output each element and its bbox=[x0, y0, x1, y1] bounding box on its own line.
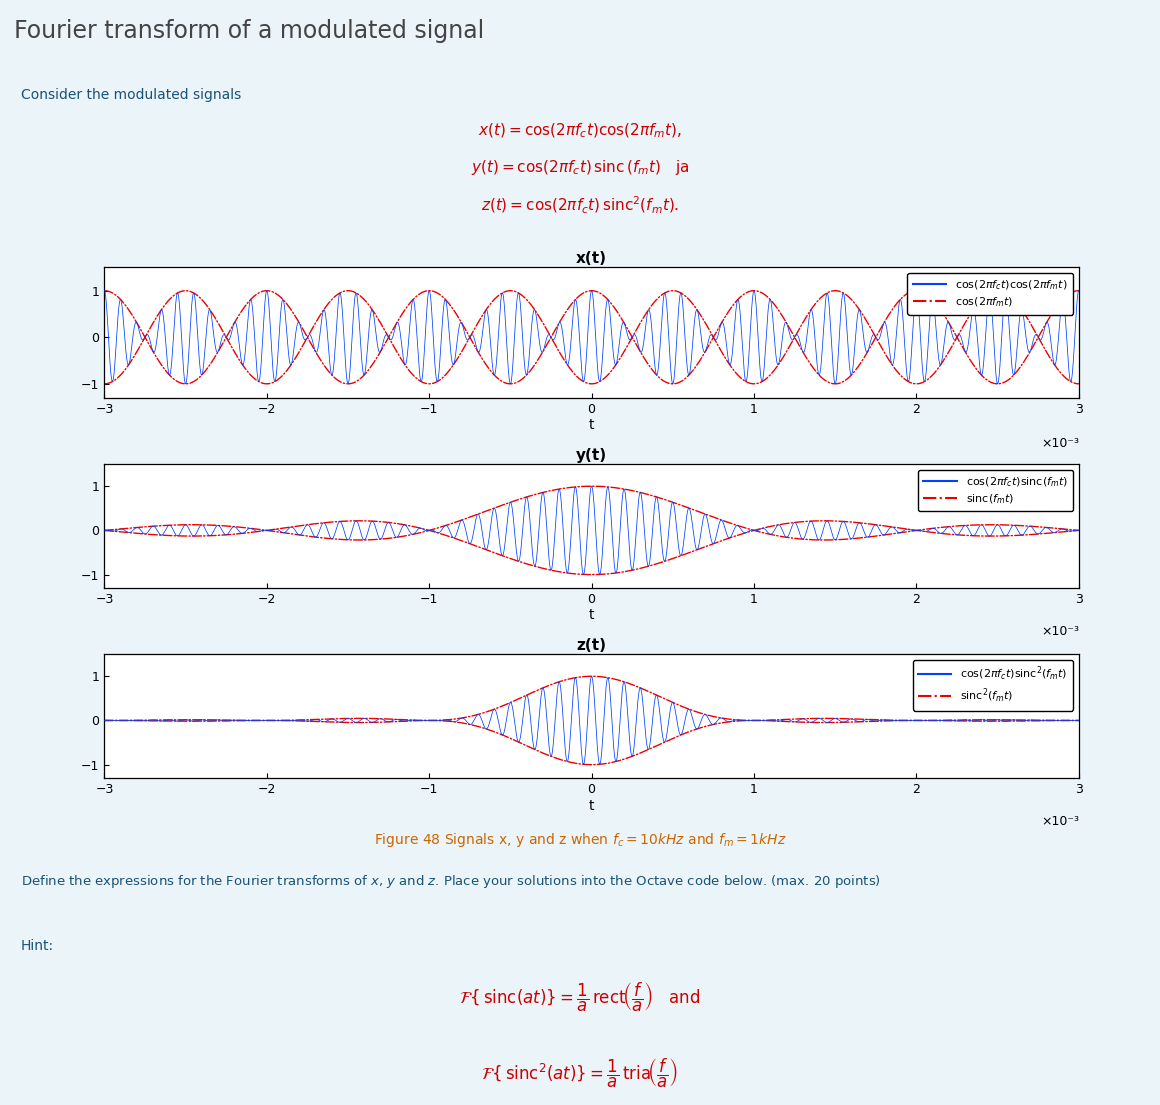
Text: $\mathcal{F}\left\{\,\mathrm{sinc}^2(at)\right\} = \dfrac{1}{a}\,\mathrm{tria}\!: $\mathcal{F}\left\{\,\mathrm{sinc}^2(at)… bbox=[481, 1056, 679, 1090]
Text: $\mathcal{F}\left\{\,\mathrm{sinc}(at)\right\} = \dfrac{1}{a}\,\mathrm{rect}\!\l: $\mathcal{F}\left\{\,\mathrm{sinc}(at)\r… bbox=[459, 981, 701, 1014]
Title: z(t): z(t) bbox=[577, 638, 607, 653]
Title: y(t): y(t) bbox=[577, 448, 607, 463]
X-axis label: t: t bbox=[589, 419, 594, 432]
Legend: $\cos(2\pi f_c t)\cos(2\pi f_m t)$, $\cos(2\pi f_m t)$: $\cos(2\pi f_c t)\cos(2\pi f_m t)$, $\co… bbox=[907, 273, 1073, 315]
Legend: $\cos(2\pi f_c t)\mathrm{sinc}(f_m t)$, $\mathrm{sinc}(f_m t)$: $\cos(2\pi f_c t)\mathrm{sinc}(f_m t)$, … bbox=[918, 470, 1073, 512]
Text: $z(t) = \cos(2\pi f_c t)\,\mathrm{sinc}^2(f_m t).$: $z(t) = \cos(2\pi f_c t)\,\mathrm{sinc}^… bbox=[481, 194, 679, 215]
Text: Hint:: Hint: bbox=[21, 939, 55, 954]
Text: $x(t) = \cos(2\pi f_c t)\cos(2\pi f_m t),$: $x(t) = \cos(2\pi f_c t)\cos(2\pi f_m t)… bbox=[478, 122, 682, 140]
Text: Define the expressions for the Fourier transforms of $x$, $y$ and $z$. Place you: Define the expressions for the Fourier t… bbox=[21, 873, 880, 890]
Text: ×10⁻³: ×10⁻³ bbox=[1041, 436, 1079, 450]
Text: Fourier transform of a modulated signal: Fourier transform of a modulated signal bbox=[14, 19, 484, 43]
Text: ×10⁻³: ×10⁻³ bbox=[1041, 625, 1079, 638]
Text: Figure 48 Signals x, y and z when $f_c = 10kHz$ and $f_m = 1kHz$: Figure 48 Signals x, y and z when $f_c =… bbox=[374, 831, 786, 849]
X-axis label: t: t bbox=[589, 799, 594, 812]
Legend: $\cos(2\pi f_c t)\mathrm{sinc}^2(f_m t)$, $\mathrm{sinc}^2(f_m t)$: $\cos(2\pi f_c t)\mathrm{sinc}^2(f_m t)$… bbox=[913, 660, 1073, 711]
Text: $y(t) = \cos(2\pi f_c t)\,\mathrm{sinc}\,(f_m t) \quad \mathrm{ja}$: $y(t) = \cos(2\pi f_c t)\,\mathrm{sinc}\… bbox=[471, 158, 689, 177]
Text: Consider the modulated signals: Consider the modulated signals bbox=[21, 88, 241, 103]
Text: ×10⁻³: ×10⁻³ bbox=[1041, 815, 1079, 828]
Title: x(t): x(t) bbox=[577, 251, 607, 266]
X-axis label: t: t bbox=[589, 609, 594, 622]
